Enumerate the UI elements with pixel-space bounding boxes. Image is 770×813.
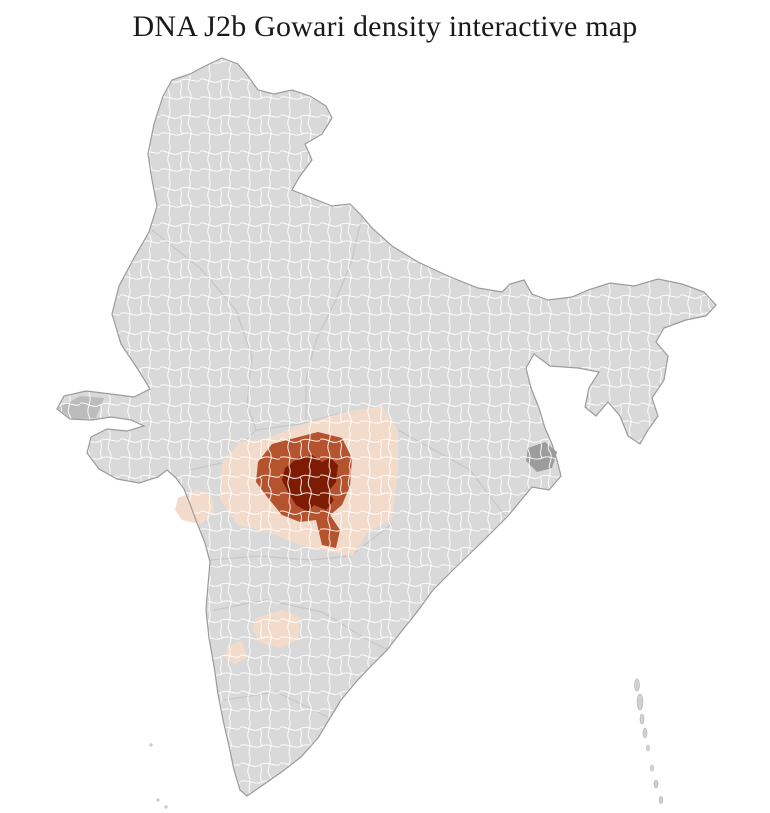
page-title: DNA J2b Gowari density interactive map (132, 10, 638, 43)
andaman-nicobar-islands[interactable] (634, 678, 664, 804)
district-mesh-overlay (57, 58, 716, 796)
lakshadweep-islands[interactable] (149, 743, 168, 809)
